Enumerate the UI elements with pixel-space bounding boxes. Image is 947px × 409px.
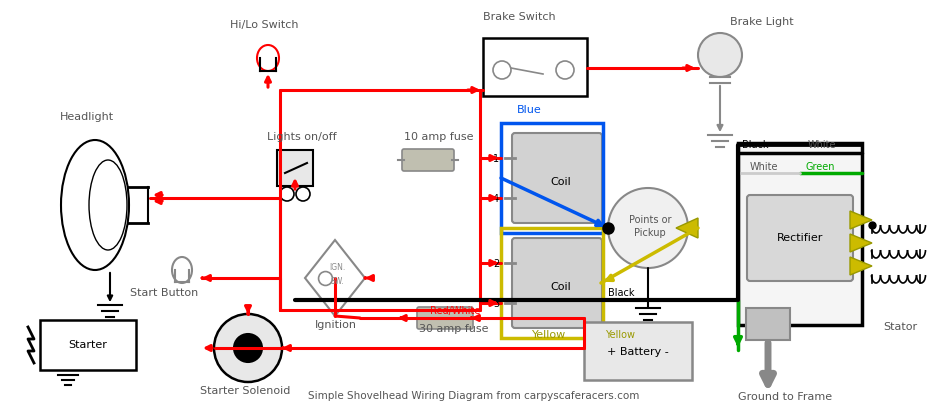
Bar	[501, 228, 603, 338]
Polygon shape	[676, 218, 698, 238]
FancyBboxPatch shape	[512, 238, 602, 328]
Text: 1: 1	[492, 154, 499, 164]
Bar	[746, 308, 790, 340]
FancyBboxPatch shape	[402, 149, 454, 171]
Bar	[738, 143, 862, 325]
Bar	[584, 322, 692, 380]
Text: Coil: Coil	[550, 282, 571, 292]
Text: Stator: Stator	[883, 322, 917, 332]
Text: Rectifier: Rectifier	[777, 233, 823, 243]
Text: Brake Light: Brake Light	[730, 17, 794, 27]
Polygon shape	[850, 257, 872, 275]
Text: Red/White: Red/White	[430, 306, 480, 316]
Circle shape	[234, 334, 262, 362]
Text: Lights on/off: Lights on/off	[267, 132, 336, 142]
Text: Headlight: Headlight	[60, 112, 115, 122]
Text: 2: 2	[492, 259, 499, 269]
Text: Start Button: Start Button	[130, 288, 198, 298]
Text: Black: Black	[608, 288, 634, 298]
Text: Ignition: Ignition	[315, 320, 357, 330]
Text: IGN.: IGN.	[329, 263, 345, 272]
Text: Points or: Points or	[629, 215, 671, 225]
Text: White: White	[750, 162, 778, 172]
Bar	[277, 150, 313, 186]
Text: Starter: Starter	[68, 340, 107, 350]
Text: Pickup: Pickup	[634, 228, 666, 238]
Circle shape	[608, 188, 688, 268]
Bar	[40, 320, 136, 370]
Text: 30 amp fuse: 30 amp fuse	[419, 324, 489, 334]
Bar	[483, 38, 587, 96]
FancyBboxPatch shape	[512, 133, 602, 223]
Text: Yellow: Yellow	[532, 330, 566, 340]
Text: + Battery -: + Battery -	[607, 347, 669, 357]
Text: 3: 3	[492, 299, 499, 309]
Text: 10 amp fuse: 10 amp fuse	[404, 132, 474, 142]
Text: 4: 4	[492, 194, 499, 204]
Text: Blue: Blue	[517, 105, 542, 115]
Text: SW.: SW.	[331, 277, 344, 286]
FancyBboxPatch shape	[747, 195, 853, 281]
Text: Simple Shovelhead Wiring Diagram from carpyscaferacers.com: Simple Shovelhead Wiring Diagram from ca…	[308, 391, 639, 401]
Circle shape	[698, 33, 742, 77]
Polygon shape	[850, 234, 872, 252]
Text: Green: Green	[805, 162, 834, 172]
Text: Starter Solenoid: Starter Solenoid	[200, 386, 291, 396]
Text: Coil: Coil	[550, 177, 571, 187]
Text: Ground to Frame: Ground to Frame	[738, 392, 832, 402]
Text: White: White	[808, 140, 836, 150]
Text: Yellow: Yellow	[605, 330, 635, 340]
Polygon shape	[850, 211, 872, 229]
Text: Brake Switch: Brake Switch	[483, 12, 556, 22]
FancyBboxPatch shape	[417, 307, 473, 329]
Circle shape	[214, 314, 282, 382]
Text: Hi/Lo Switch: Hi/Lo Switch	[230, 20, 298, 30]
Text: Black: Black	[742, 140, 769, 150]
Bar	[501, 123, 603, 233]
